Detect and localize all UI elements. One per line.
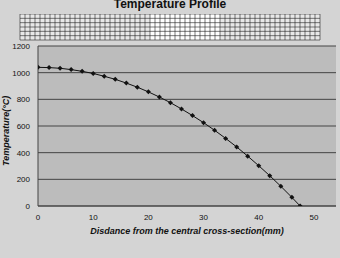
svg-text:0: 0 bbox=[36, 213, 41, 222]
svg-text:10: 10 bbox=[89, 213, 98, 222]
svg-text:600: 600 bbox=[17, 122, 31, 131]
svg-text:30: 30 bbox=[199, 213, 208, 222]
svg-text:1200: 1200 bbox=[12, 42, 30, 51]
svg-text:20: 20 bbox=[144, 213, 153, 222]
svg-text:Disdance from the central cros: Disdance from the central cross-section(… bbox=[90, 226, 284, 236]
svg-text:50: 50 bbox=[309, 213, 318, 222]
svg-text:40: 40 bbox=[254, 213, 263, 222]
svg-text:Temperature(°C): Temperature(°C) bbox=[8, 96, 11, 166]
svg-text:800: 800 bbox=[17, 95, 31, 104]
svg-text:400: 400 bbox=[17, 149, 31, 158]
svg-text:0: 0 bbox=[26, 202, 31, 211]
svg-text:200: 200 bbox=[17, 175, 31, 184]
svg-text:1000: 1000 bbox=[12, 69, 30, 78]
